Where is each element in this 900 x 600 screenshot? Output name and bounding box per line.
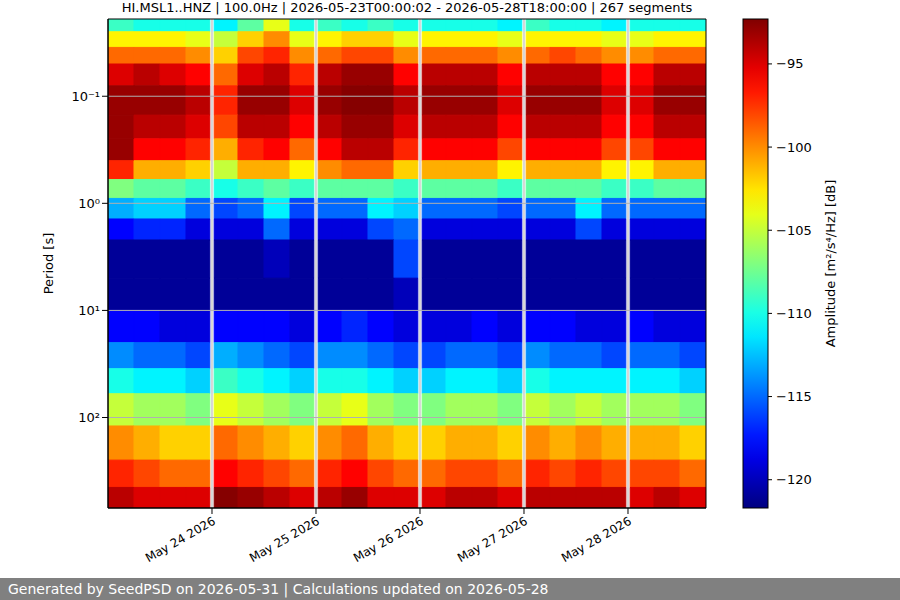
svg-text:May 25 2026: May 25 2026 — [247, 514, 322, 565]
svg-text:10⁻¹: 10⁻¹ — [71, 89, 100, 104]
html-text:Generated by SeedPSD on 2026-0: Generated by SeedPSD on 2026-05-31 | Cal… — [8, 581, 549, 597]
svg-text:10¹: 10¹ — [78, 303, 100, 318]
svg-text:−110: −110 — [776, 306, 812, 321]
svg-text:May 28 2026: May 28 2026 — [559, 514, 634, 565]
svg-text:−120: −120 — [776, 472, 812, 487]
svg-text:10⁰: 10⁰ — [78, 196, 100, 211]
svg-text:May 24 2026: May 24 2026 — [143, 514, 218, 565]
svg-text:−105: −105 — [776, 223, 812, 238]
svg-text:Amplitude [m²/s⁴/Hz] [dB]: Amplitude [m²/s⁴/Hz] [dB] — [823, 180, 838, 348]
svg-text:−95: −95 — [776, 56, 803, 71]
svg-text:May 26 2026: May 26 2026 — [351, 514, 426, 565]
svg-text:May 27 2026: May 27 2026 — [455, 514, 530, 565]
svg-text:−100: −100 — [776, 140, 812, 155]
svg-text:Period [s]: Period [s] — [41, 233, 56, 295]
html-text:HI.MSL1..HNZ | 100.0Hz | 2026-: HI.MSL1..HNZ | 100.0Hz | 2026-05-23T00:0… — [121, 0, 693, 15]
svg-text:10²: 10² — [78, 410, 100, 425]
svg-text:−115: −115 — [776, 389, 812, 404]
